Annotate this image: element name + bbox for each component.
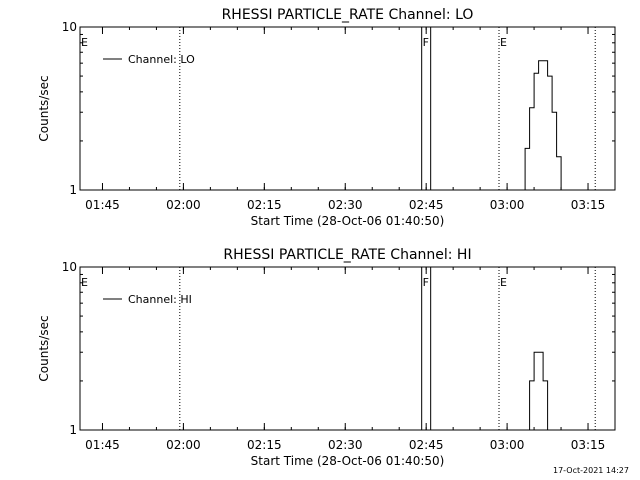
x-tick-label: 02:00 [166, 198, 201, 212]
x-tick-label: 01:45 [85, 198, 120, 212]
x-tick-label: 02:45 [409, 438, 444, 452]
event-marker-label: E [500, 36, 507, 49]
y-tick-label: 1 [69, 183, 77, 197]
x-tick-label: 02:45 [409, 198, 444, 212]
y-axis-title: Counts/sec [37, 75, 51, 141]
x-tick-label: 03:00 [490, 438, 525, 452]
event-marker-label: E [81, 36, 88, 49]
chart-panel-1: RHESSI PARTICLE_RATE Channel: LO 01:45 02:… [37, 7, 616, 228]
plot-frame [79, 266, 616, 431]
x-tick-label: 02:30 [328, 438, 363, 452]
chart-title: RHESSI PARTICLE_RATE Channel: HI [223, 247, 471, 263]
y-tick-label: 10 [62, 20, 77, 34]
event-marker-label: E [81, 276, 88, 289]
x-tick-label: 03:15 [571, 438, 606, 452]
plot-frame [79, 26, 616, 191]
y-axis-title: Counts/sec [37, 315, 51, 381]
series-line [524, 60, 562, 190]
x-tick-label: 03:00 [490, 198, 525, 212]
chart-title: RHESSI PARTICLE_RATE Channel: LO [222, 7, 474, 23]
legend-label: Channel: HI [128, 293, 192, 306]
event-marker-label: E [500, 276, 507, 289]
x-tick-label: 02:00 [166, 438, 201, 452]
x-tick-label: 01:45 [85, 438, 120, 452]
event-marker-label: F [423, 36, 429, 49]
y-tick-label: 1 [69, 423, 77, 437]
legend-label: Channel: LO [128, 53, 195, 66]
x-tick-label: 03:15 [571, 198, 606, 212]
event-marker-label: F [423, 276, 429, 289]
x-tick-label: 02:30 [328, 198, 363, 212]
x-axis-title: Start Time (28-Oct-06 01:40:50) [251, 454, 445, 468]
x-tick-label: 02:15 [247, 438, 282, 452]
chart-panel-2: RHESSI PARTICLE_RATE Channel: HI 01:45 02:… [37, 247, 616, 468]
x-tick-label: 02:15 [247, 198, 282, 212]
footer-date: 17-Oct-2021 14:27 [553, 466, 629, 475]
y-tick-label: 10 [62, 260, 77, 274]
x-axis-title: Start Time (28-Oct-06 01:40:50) [251, 214, 445, 228]
series-line [529, 351, 549, 430]
